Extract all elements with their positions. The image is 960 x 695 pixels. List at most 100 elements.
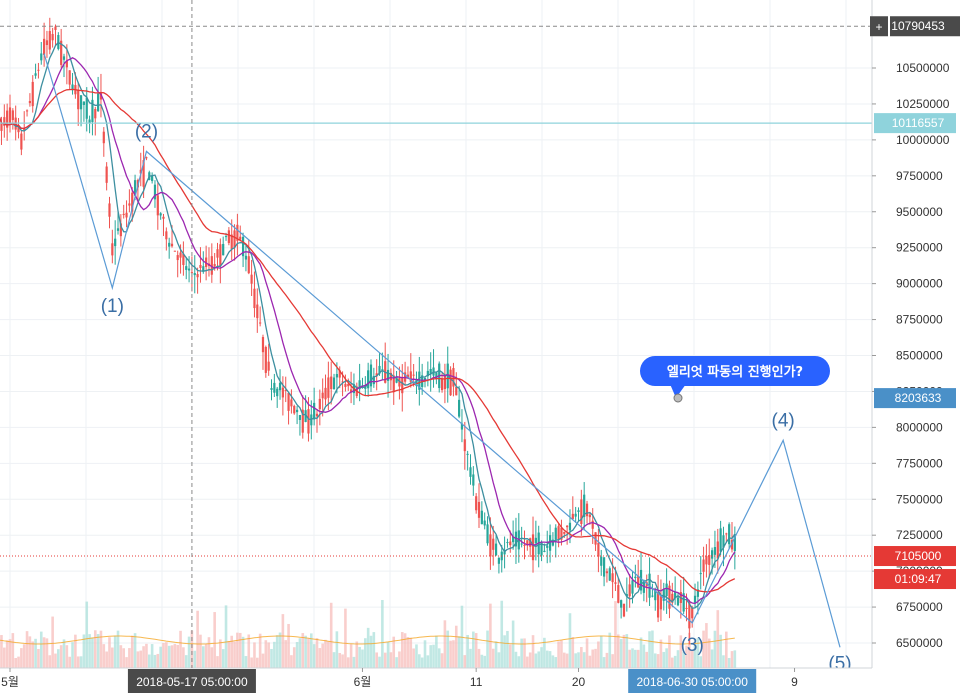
candle-body	[199, 264, 202, 268]
volume-bar	[406, 637, 410, 668]
candle-body	[469, 467, 472, 477]
candle-body	[389, 372, 392, 381]
volume-bar	[560, 640, 563, 668]
volume-bar	[599, 635, 603, 668]
volume-bar	[605, 652, 609, 668]
volume-bar	[480, 654, 484, 668]
volume-bar	[489, 603, 492, 668]
candle-body	[111, 243, 114, 256]
candle-body	[594, 532, 597, 545]
candle-body	[202, 266, 205, 272]
volume-bar	[534, 653, 538, 668]
candle-body	[426, 370, 429, 377]
volume-bar	[93, 630, 97, 668]
volume-bar	[725, 631, 728, 668]
candle-body	[65, 60, 68, 68]
candle-body	[372, 375, 375, 385]
volume-bar	[580, 647, 583, 668]
volume-bar	[412, 648, 415, 668]
candle-body	[304, 410, 307, 423]
volume-bar	[290, 655, 293, 668]
volume-bar	[705, 623, 708, 668]
volume-bar	[688, 632, 691, 668]
candle-body	[602, 557, 606, 577]
candle-body	[219, 244, 222, 267]
candle-body	[608, 568, 611, 581]
candle-body	[230, 234, 233, 250]
annotation-bubble[interactable]: 엘리엇 파동의 진행인가?	[640, 356, 830, 403]
time-tag-box	[628, 669, 757, 693]
candle-body	[85, 97, 88, 119]
volume-bar	[454, 625, 458, 668]
annotation-bubble-box[interactable]	[640, 356, 830, 386]
volume-bar	[673, 655, 677, 668]
volume-bar	[335, 631, 339, 668]
volume-bar	[270, 648, 273, 668]
volume-bar	[318, 648, 322, 668]
candle-body	[276, 388, 279, 397]
crosshair-plus-button[interactable]	[870, 16, 888, 37]
volume-bar	[463, 655, 467, 668]
volume-bar	[113, 635, 117, 668]
candle-body	[341, 381, 344, 383]
candle-body	[48, 31, 51, 50]
volume-bar	[176, 644, 180, 668]
volume-bar	[130, 635, 134, 668]
candle-body	[8, 107, 12, 124]
time-tick-label: 11	[470, 675, 483, 689]
candle-body	[639, 569, 643, 591]
price-tick-label: 8750000	[896, 313, 943, 327]
volume-bar	[719, 634, 722, 668]
candle-body	[315, 413, 319, 417]
price-tag-box	[890, 16, 960, 37]
candle-body	[526, 540, 529, 546]
candle-body	[99, 92, 103, 100]
candle-body	[534, 537, 537, 544]
volume-bar	[466, 634, 469, 668]
volume-bar	[327, 641, 330, 668]
volume-bar	[383, 652, 387, 668]
volume-bar	[395, 657, 398, 668]
time-tick-label: 9	[791, 675, 798, 689]
plus-icon[interactable]: +	[875, 20, 882, 34]
annotation-anchor-point[interactable]	[673, 393, 683, 403]
candle-body	[165, 231, 168, 240]
volume-bar	[34, 638, 37, 668]
candle-body	[278, 382, 282, 391]
candle-body	[557, 526, 560, 540]
volume-bar	[389, 652, 393, 668]
horizontal-lines	[0, 122, 872, 557]
price-tick-label: 9000000	[896, 277, 943, 291]
price-tick-label: 6500000	[896, 636, 943, 650]
volume-bar	[707, 638, 711, 668]
time-tag-label: 2018-06-30 05:00:00	[636, 675, 748, 689]
candle-body	[733, 534, 736, 551]
volume-bar	[247, 634, 251, 668]
candle-body	[509, 541, 512, 546]
candle-body	[722, 535, 725, 548]
price-tag-label: 01:09:47	[895, 572, 942, 586]
volume-bar	[139, 650, 143, 668]
volume-bar	[526, 656, 529, 668]
volume-bar	[187, 636, 191, 668]
volume-bar	[227, 640, 231, 668]
volume-bar	[170, 645, 174, 668]
candle-body	[17, 124, 20, 133]
volume-bar	[68, 656, 71, 668]
volume-bar	[153, 654, 157, 668]
volume-bar	[133, 633, 137, 668]
price-axis[interactable]: 10500000 10250000 10000000 9750000 9500000 92…	[871, 0, 960, 668]
volume-bar	[42, 637, 46, 668]
candle-body	[170, 243, 174, 247]
volume-bar	[244, 656, 248, 668]
candle-body	[497, 557, 501, 564]
price-tick-label: 7250000	[896, 528, 943, 542]
candle-body	[222, 243, 225, 256]
candle-body	[116, 228, 120, 231]
candle-body	[131, 192, 134, 212]
volume-bars	[0, 600, 737, 668]
candle-body	[367, 370, 370, 389]
candle-body	[506, 542, 509, 544]
volume-bar	[253, 642, 256, 668]
